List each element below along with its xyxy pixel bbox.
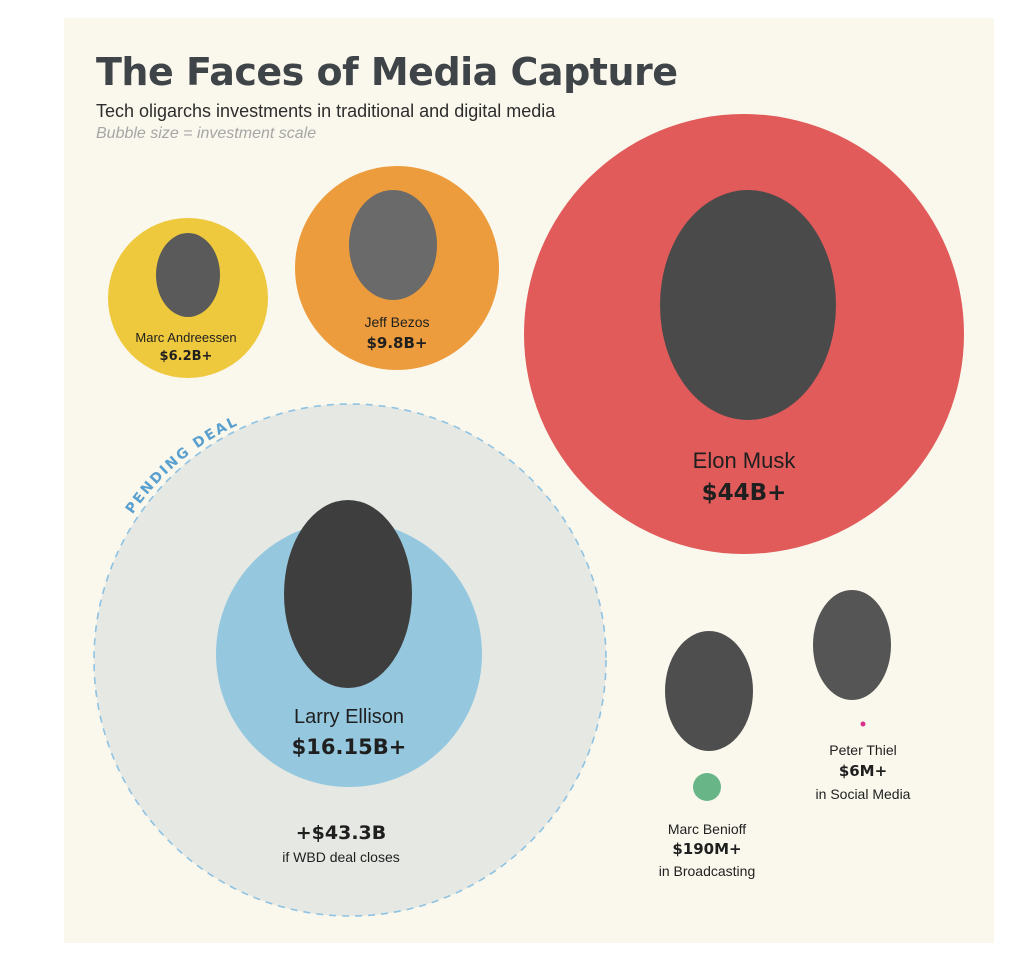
label-value-marc-andreessen: $6.2B+: [160, 349, 213, 364]
label-name-marc-andreessen: Marc Andreessen: [135, 330, 236, 345]
label-pending-note: if WBD deal closes: [282, 849, 399, 865]
portrait-group: [156, 190, 891, 751]
label-name-marc-benioff: Marc Benioff: [668, 821, 746, 837]
portrait-elon-musk: [660, 190, 836, 420]
label-value-marc-benioff: $190M+: [672, 840, 741, 858]
label-value-elon-musk: $44B+: [702, 480, 787, 506]
label-value-peter-thiel: $6M+: [839, 762, 887, 780]
label-name-larry-ellison: Larry Ellison: [294, 706, 404, 728]
portrait-peter-thiel: [813, 590, 891, 700]
label-value-jeff-bezos: $9.8B+: [366, 334, 427, 352]
bubble-peter-thiel: [860, 721, 866, 727]
label-value-larry-ellison: $16.15B+: [292, 735, 407, 759]
label-sector-marc-benioff: in Broadcasting: [659, 863, 756, 879]
chart-subtitle: Tech oligarchs investments in traditiona…: [96, 101, 556, 121]
label-name-peter-thiel: Peter Thiel: [829, 742, 896, 758]
bubble-size-note: Bubble size = investment scale: [96, 125, 317, 142]
portrait-marc-benioff: [665, 631, 753, 751]
portrait-jeff-bezos: [349, 190, 437, 300]
label-sector-peter-thiel: in Social Media: [816, 786, 911, 802]
portrait-larry-ellison: [284, 500, 412, 688]
label-pending-value: +$43.3B: [296, 822, 387, 844]
bubble-marc-benioff: [693, 773, 721, 801]
label-name-jeff-bezos: Jeff Bezos: [364, 314, 429, 330]
chart-title: The Faces of Media Capture: [96, 50, 678, 94]
label-name-elon-musk: Elon Musk: [693, 448, 797, 473]
portrait-marc-andreessen: [156, 233, 220, 317]
